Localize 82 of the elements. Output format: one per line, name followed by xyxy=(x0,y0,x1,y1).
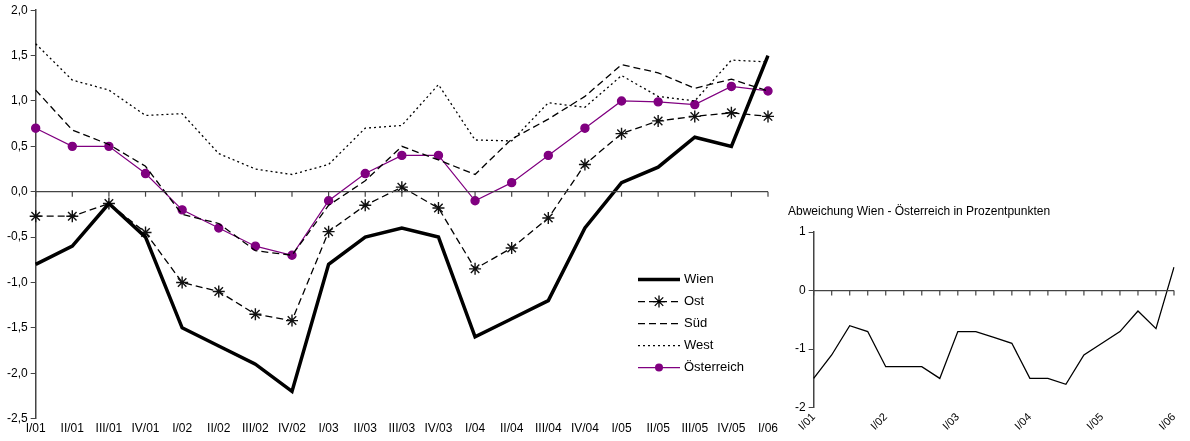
point xyxy=(506,177,517,188)
point xyxy=(651,114,665,128)
legend-label: Ost xyxy=(684,293,705,309)
point xyxy=(726,81,737,92)
point xyxy=(30,123,41,133)
point xyxy=(138,225,153,240)
point xyxy=(212,284,226,299)
legend-label: West xyxy=(684,337,714,353)
point xyxy=(285,313,299,328)
x-tick-label: IV/01 xyxy=(131,421,160,436)
point xyxy=(761,109,775,124)
legend-label: Süd xyxy=(684,315,708,331)
point xyxy=(175,275,189,290)
y-tick-label: -1,0 xyxy=(6,274,28,289)
x-tick-label: IV/05 xyxy=(717,421,746,436)
x-tick-label: II/04 xyxy=(500,421,524,436)
point xyxy=(470,196,480,206)
point xyxy=(541,211,555,225)
x-tick-label: I/04 xyxy=(1011,410,1034,432)
x-tick-label: I/05 xyxy=(1084,410,1106,432)
point xyxy=(431,201,446,215)
point xyxy=(504,241,519,255)
x-tick-label: IV/03 xyxy=(424,421,453,436)
y-tick-label: 0,0 xyxy=(10,184,28,199)
y-tick-label: 1,5 xyxy=(10,47,28,62)
x-tick-label: IV/02 xyxy=(277,421,307,436)
x-tick-label: III/03 xyxy=(388,421,416,436)
point xyxy=(653,97,663,107)
point xyxy=(360,168,370,179)
legend-label: Österreich xyxy=(684,359,744,375)
point xyxy=(214,223,224,233)
x-tick-label: II/03 xyxy=(353,421,378,436)
point xyxy=(614,126,629,141)
y-tick-label: 1 xyxy=(798,224,806,239)
y-tick-label: -1 xyxy=(795,341,806,356)
x-tick-label: II/02 xyxy=(207,421,231,436)
point xyxy=(543,150,553,161)
x-tick-label: II/05 xyxy=(646,421,671,436)
point xyxy=(358,198,372,213)
point xyxy=(140,168,151,179)
point xyxy=(433,150,444,161)
x-tick-label: I/06 xyxy=(1156,410,1178,432)
y-tick-label: -2,0 xyxy=(6,365,28,380)
x-tick-label: III/02 xyxy=(242,421,270,436)
point xyxy=(321,224,336,239)
point xyxy=(67,141,77,152)
x-tick-label: I/02 xyxy=(867,410,890,432)
y-tick-label: -0,5 xyxy=(6,229,28,244)
point xyxy=(102,196,116,211)
y-tick-label: 0,5 xyxy=(10,138,28,153)
x-tick-label: III/01 xyxy=(95,421,123,436)
point xyxy=(763,86,773,96)
chart-title: Abweichung Wien - Österreich in Prozentpunkten xyxy=(788,204,1052,218)
y-tick-label: 0 xyxy=(798,282,806,297)
point xyxy=(688,109,702,124)
point xyxy=(690,99,700,110)
x-tick-label: I/03 xyxy=(318,421,339,436)
x-tick-label: I/04 xyxy=(465,421,486,436)
x-tick-label: I/05 xyxy=(611,421,632,436)
point xyxy=(724,106,739,120)
x-tick-label: III/05 xyxy=(681,421,709,436)
point xyxy=(65,209,79,223)
point xyxy=(395,180,409,194)
x-tick-label: I/01 xyxy=(25,421,47,436)
y-tick-label: -2,5 xyxy=(6,410,28,425)
point xyxy=(323,196,334,206)
point xyxy=(616,96,627,106)
point xyxy=(397,150,407,161)
x-tick-label: IV/04 xyxy=(570,421,600,436)
x-tick-label: III/04 xyxy=(534,421,562,436)
y-tick-label: 2,0 xyxy=(10,2,28,17)
y-tick-label: 1,0 xyxy=(10,93,28,108)
point xyxy=(468,262,482,276)
x-tick-label: I/03 xyxy=(939,410,962,432)
legend-label: Wien xyxy=(684,271,714,287)
x-tick-label: I/02 xyxy=(172,421,193,436)
point xyxy=(578,157,592,172)
x-tick-label: I/06 xyxy=(757,421,779,436)
x-tick-label: II/01 xyxy=(60,421,85,436)
point xyxy=(248,307,263,321)
point xyxy=(580,123,590,133)
y-tick-label: -1,5 xyxy=(6,320,28,335)
